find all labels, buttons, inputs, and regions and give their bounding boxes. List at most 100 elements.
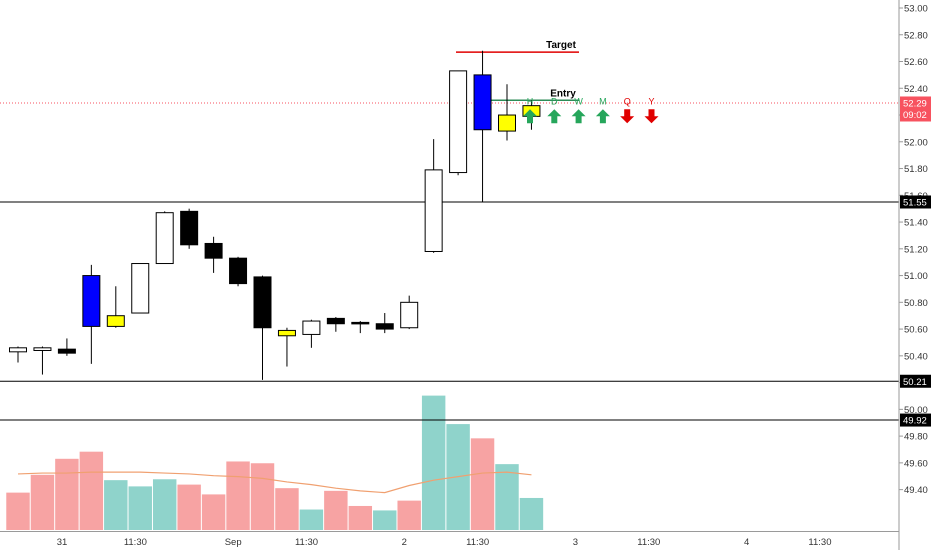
candle[interactable] (400, 295, 419, 330)
candle[interactable] (326, 317, 345, 332)
candle-body (351, 321, 370, 325)
candle[interactable] (229, 256, 248, 287)
candle-body (449, 70, 468, 174)
candle[interactable] (351, 321, 370, 334)
candle[interactable] (375, 313, 394, 334)
arrow-up-icon (523, 109, 537, 124)
volume-bar (30, 474, 55, 530)
level-price-tag (900, 195, 931, 209)
volume-bar (104, 480, 128, 530)
time-tick-label: Sep (225, 537, 242, 548)
time-tick-label: 4 (744, 537, 749, 548)
volume-bar (250, 463, 275, 530)
annotations: Target Entry H D W M Q Y (523, 40, 659, 124)
price-tick-label: 52.60 (904, 57, 928, 68)
candle-body (400, 301, 419, 329)
volume-bar (226, 461, 250, 530)
horizontal-levels[interactable] (0, 51, 899, 421)
level-price-tag (900, 413, 931, 427)
time-tick-label: 3 (573, 537, 578, 548)
candle-body (473, 74, 492, 131)
candle[interactable] (424, 139, 443, 253)
candle[interactable] (277, 327, 296, 367)
volume-bar (55, 458, 79, 530)
price-tick-label: 51.00 (904, 271, 928, 282)
price-tick-label: 50.40 (904, 351, 928, 362)
time-tick-label: 31 (57, 537, 68, 548)
candle-body (82, 275, 101, 327)
candle[interactable] (449, 70, 468, 176)
volume-bar (177, 484, 201, 530)
price-axis-bg (899, 0, 932, 550)
candle[interactable] (33, 346, 52, 375)
candle[interactable] (9, 346, 27, 363)
candle[interactable] (253, 275, 272, 380)
timeframe-label: Q (624, 96, 631, 106)
time-tick-label: 2 (402, 537, 407, 548)
time-tick-label: 11:30 (808, 537, 831, 548)
candle-body (33, 347, 52, 351)
volume-bar (348, 505, 373, 530)
volume-pane (6, 395, 544, 530)
arrow-up-icon (595, 109, 610, 124)
arrow-up-icon (571, 109, 586, 124)
time-tick-label: 11:30 (466, 537, 489, 548)
volume-bar (201, 494, 226, 530)
candle[interactable] (106, 286, 125, 328)
candle-body (498, 114, 516, 132)
candle-body (229, 257, 248, 285)
candle-body (131, 263, 150, 314)
timeframe-label: H (527, 96, 534, 106)
last-price-countdown: 09:02 (903, 110, 927, 121)
time-tick-label: 11:30 (637, 537, 660, 548)
volume-bar (128, 486, 152, 530)
timeframe-label: Y (648, 96, 654, 106)
volume-bar (470, 438, 495, 530)
candle[interactable] (498, 84, 516, 141)
price-tick-label: 50.00 (904, 405, 928, 416)
price-tick-label: 50.60 (904, 325, 928, 336)
time-axis[interactable]: 31 11:30 Sep 11:30 2 11:30 3 11:30 4 11:30 (0, 531, 899, 549)
candle[interactable] (155, 211, 174, 265)
volume-bar (397, 500, 421, 530)
volume-bar (275, 488, 299, 530)
price-tick-label: 50.80 (904, 298, 928, 309)
candle[interactable] (82, 264, 101, 364)
level-price-tag-text: 50.21 (903, 377, 927, 388)
price-tick-label: 53.00 (904, 4, 928, 15)
volume-bar (299, 509, 324, 530)
candle-body (326, 317, 345, 325)
candle-body (375, 323, 394, 330)
volume-bar (79, 451, 104, 530)
timeframe-label: M (599, 96, 607, 106)
candle[interactable] (57, 338, 76, 356)
candle-body (204, 242, 223, 259)
price-tick-label: 51.80 (904, 164, 928, 175)
price-tick-label: 52.40 (904, 84, 928, 95)
candle[interactable] (302, 319, 321, 348)
candle-body (180, 210, 199, 246)
candle[interactable] (473, 50, 492, 202)
volume-bar (324, 490, 348, 530)
last-price-tag (900, 96, 931, 122)
arrow-down-icon (644, 109, 659, 124)
price-tick-label: 49.80 (904, 432, 928, 443)
candle[interactable] (180, 208, 199, 249)
price-tick-label: 52.00 (904, 137, 928, 148)
volume-bar (421, 395, 446, 530)
price-axis[interactable]: 53.0052.8052.6052.4052.2052.0051.8051.60… (898, 0, 932, 550)
candle-body (57, 348, 76, 354)
volume-ma-line (17, 471, 532, 494)
candle-body (302, 320, 321, 335)
candles[interactable] (9, 50, 541, 380)
candle-body (106, 315, 125, 327)
candle-body (277, 329, 296, 337)
volume-bar (6, 492, 30, 530)
level-price-tag (900, 374, 931, 388)
candle-body (253, 276, 272, 329)
candle[interactable] (131, 263, 150, 314)
last-price-value: 52.29 (903, 98, 927, 109)
timeframe-label: D (551, 96, 558, 106)
candle[interactable] (204, 236, 223, 273)
